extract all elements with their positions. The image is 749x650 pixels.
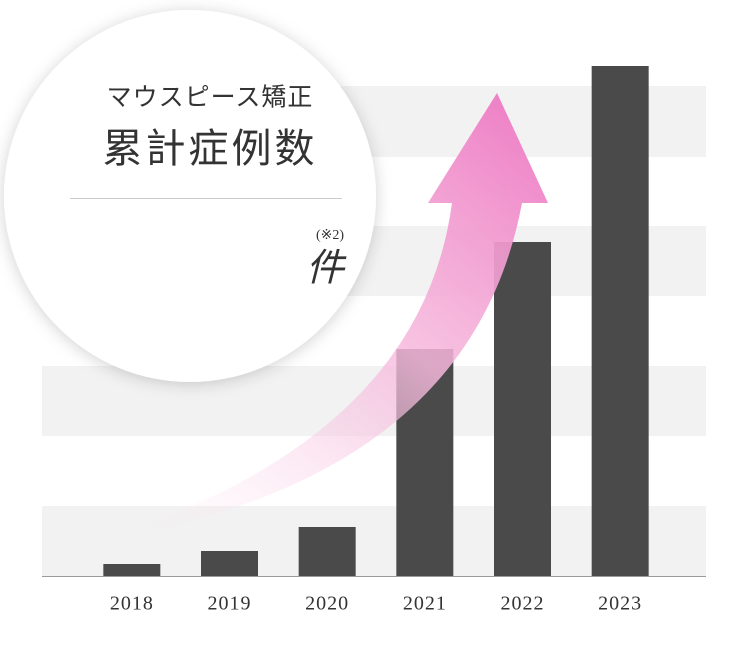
x-tick-label: 2022 — [501, 593, 545, 615]
x-tick-label: 2023 — [598, 593, 642, 615]
title-circle — [4, 10, 376, 382]
growth-arrow — [100, 93, 548, 540]
chart-title: マウスピース矯正 — [107, 84, 314, 112]
x-tick-label: 2019 — [208, 593, 252, 615]
note: (※2) — [316, 228, 344, 243]
x-tick-label: 2020 — [305, 593, 349, 615]
bar — [494, 242, 551, 576]
chart-subtitle: 累計症例数 — [103, 126, 318, 171]
x-tick-label: 2021 — [403, 593, 447, 615]
bar — [591, 66, 649, 576]
bar — [298, 527, 356, 576]
bars — [103, 66, 649, 576]
bar — [103, 564, 161, 576]
x-tick-label: 2018 — [110, 593, 154, 615]
unit-label: 件 — [306, 248, 347, 290]
bar — [201, 551, 258, 576]
